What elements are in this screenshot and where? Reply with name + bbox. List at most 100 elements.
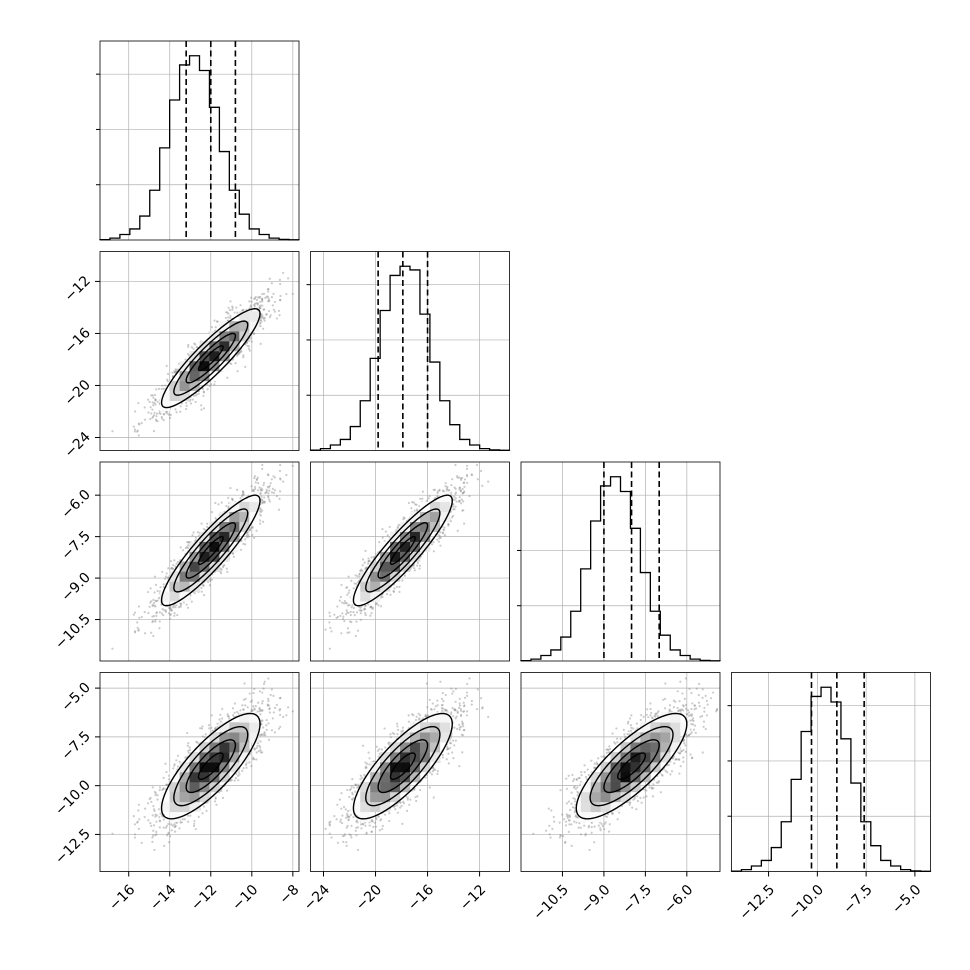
sample-point — [152, 620, 155, 623]
density-bin — [229, 341, 240, 352]
sample-point — [447, 522, 450, 526]
density-bin — [350, 591, 361, 602]
sample-point — [342, 615, 345, 618]
sample-point — [259, 733, 262, 737]
sample-point — [401, 822, 404, 825]
sample-point — [340, 822, 344, 825]
sample-point — [162, 585, 165, 589]
sample-point — [255, 478, 258, 481]
sample-point — [459, 707, 463, 711]
density-bin — [209, 531, 220, 542]
sample-point — [227, 306, 230, 309]
density-bin — [580, 781, 591, 793]
sample-point — [355, 620, 358, 623]
sample-point — [363, 607, 367, 611]
sample-point — [225, 789, 229, 792]
sample-point — [704, 694, 707, 697]
sample-point — [279, 477, 282, 480]
sample-point — [252, 705, 255, 708]
density-bin — [199, 571, 210, 582]
sample-point — [338, 599, 341, 602]
sample-point — [150, 412, 153, 415]
contour-4-1-level-2 — [173, 725, 249, 807]
density-bin — [590, 772, 601, 783]
density-bin — [239, 511, 250, 522]
sample-point — [170, 567, 173, 570]
sample-point — [194, 394, 197, 397]
x-tick-label-1-1: −14 — [147, 882, 179, 914]
sample-point — [635, 808, 638, 811]
sample-point — [446, 747, 450, 750]
sample-point — [356, 786, 359, 789]
sample-point — [453, 498, 456, 502]
histogram-panel-3 — [517, 462, 721, 662]
sample-point — [216, 722, 219, 725]
sample-point — [599, 827, 602, 830]
sample-point — [577, 777, 580, 780]
sample-point — [441, 489, 445, 492]
sample-point — [152, 804, 155, 808]
sample-point — [262, 317, 265, 320]
density-bin — [419, 541, 431, 552]
sample-point — [256, 302, 259, 305]
sample-point — [436, 699, 439, 702]
sample-point — [328, 621, 331, 624]
sample-point — [244, 365, 247, 368]
sample-point — [670, 770, 674, 773]
sample-point — [401, 729, 405, 732]
sample-point — [443, 526, 446, 529]
sample-point — [354, 634, 357, 638]
sample-point — [355, 582, 358, 585]
sample-point — [593, 762, 596, 765]
sample-point — [258, 706, 261, 710]
sample-point — [152, 415, 155, 418]
x-tick-label-1-3: −10 — [229, 882, 261, 914]
y-tick-label-4-0: −5.0 — [58, 680, 93, 715]
sample-point — [677, 709, 680, 712]
density-bin — [209, 752, 220, 763]
sample-point — [278, 314, 281, 317]
sample-point — [583, 764, 586, 767]
sample-point — [279, 725, 282, 728]
sample-point — [345, 586, 348, 589]
sample-point — [565, 802, 569, 805]
sample-point — [153, 575, 157, 578]
sample-point — [440, 704, 443, 707]
sample-point — [463, 485, 466, 489]
density-bin — [199, 551, 210, 562]
sample-point — [196, 531, 200, 534]
sample-point — [416, 564, 419, 567]
density-bin — [169, 791, 180, 803]
sample-point — [285, 714, 288, 717]
sample-point — [341, 617, 345, 620]
sample-point — [156, 599, 159, 602]
sample-point — [154, 618, 157, 621]
sample-point — [461, 487, 464, 491]
sample-point — [364, 549, 367, 552]
sample-point — [657, 710, 660, 713]
sample-point — [188, 748, 191, 751]
sample-point — [462, 500, 465, 503]
sample-point — [153, 790, 157, 794]
sample-point — [667, 763, 671, 767]
sample-point — [343, 620, 346, 623]
sample-point — [345, 844, 348, 847]
density-bin — [439, 501, 451, 513]
sample-point — [156, 794, 159, 797]
y-tick-label-3-2: −9.0 — [58, 570, 93, 605]
contour-4-2-level-3 — [352, 712, 453, 820]
sample-point — [672, 706, 676, 709]
sample-point — [187, 541, 190, 544]
sample-point — [266, 295, 269, 298]
sample-point — [677, 709, 680, 712]
density-bin — [400, 521, 411, 532]
sample-point — [261, 700, 264, 703]
sample-point — [168, 835, 172, 838]
density-bin — [630, 772, 641, 783]
sample-point — [691, 756, 694, 759]
sample-point — [279, 713, 282, 716]
sample-point — [173, 559, 176, 562]
sample-point — [630, 714, 633, 717]
sample-point — [165, 410, 169, 413]
sample-point — [650, 786, 654, 789]
